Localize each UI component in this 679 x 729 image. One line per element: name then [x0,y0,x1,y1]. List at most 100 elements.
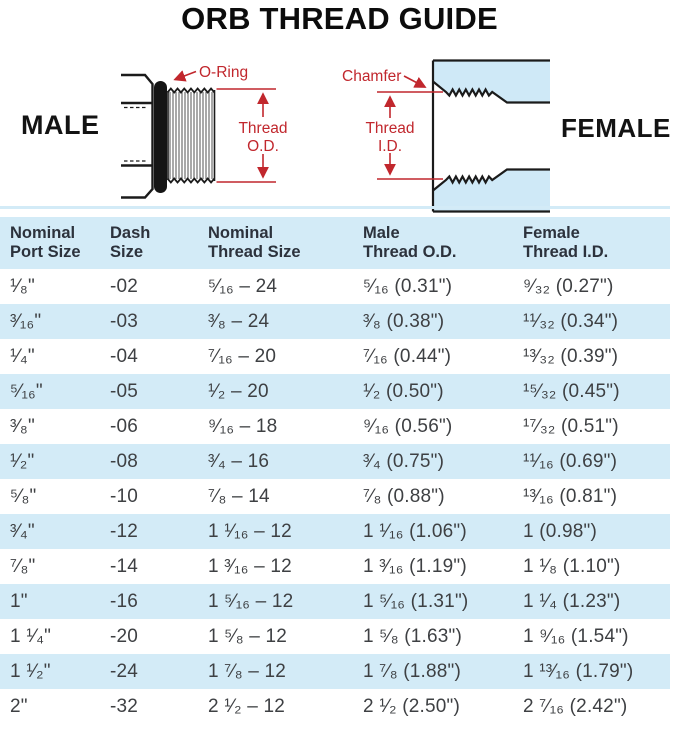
cell-thread-size: ⁷⁄₁₆ – 20 [208,345,277,367]
o-ring-arrow [173,70,197,82]
thread-id-label-line2: I.D. [378,138,402,155]
o-ring-shape [154,81,167,193]
cell-female-thread-id: ¹¹⁄₃₂ (0.34") [523,310,619,332]
cell-thread-size: 2 ¹⁄₂ – 12 [208,695,285,717]
cell-thread-size: ³⁄₄ – 16 [208,450,270,472]
cell-female-thread-id: ¹³⁄₃₂ (0.39") [523,345,619,367]
header-dash-size: Dash Size [110,223,151,261]
cell-port-size: ¹⁄₂" [10,450,35,472]
cell-dash-size: -20 [110,625,139,647]
male-thread-section [166,87,216,184]
cell-male-thread-od: 1 ³⁄₁₆ (1.19") [363,555,467,577]
cell-thread-size: ¹⁄₂ – 20 [208,380,269,402]
cell-male-thread-od: 2 ¹⁄₂ (2.50") [363,695,460,717]
male-hex-body [121,73,154,199]
cell-dash-size: -03 [110,310,139,332]
table-row: ¹⁄₂" -08 ³⁄₄ – 16 ³⁄₄ (0.75") ¹¹⁄₁₆ (0.6… [0,444,670,479]
female-fitting-drawing: Chamfer Thread I.D. [342,59,550,213]
thread-od-label-line2: O.D. [247,138,279,155]
cell-thread-size: 1 ⁷⁄₈ – 12 [208,660,287,682]
header-male-thread-od: Male Thread O.D. [363,223,457,261]
female-body-outline [431,59,550,213]
cell-dash-size: -32 [110,695,139,717]
cell-dash-size: -12 [110,520,139,542]
table-top-rule [0,206,670,209]
cell-port-size: 1 ¹⁄₄" [10,625,52,647]
cell-port-size: ⁷⁄₈" [10,555,36,577]
cell-female-thread-id: ¹⁷⁄₃₂ (0.51") [523,415,619,437]
page-title: ORB THREAD GUIDE [181,1,498,36]
cell-port-size: 1 ¹⁄₂" [10,660,51,682]
cell-male-thread-od: ⁷⁄₈ (0.88") [363,485,445,507]
cell-female-thread-id: 2 ⁷⁄₁₆ (2.42") [523,695,628,717]
cell-dash-size: -10 [110,485,139,507]
table-row: ³⁄₁₆" -03 ³⁄₈ – 24 ³⁄₈ (0.38") ¹¹⁄₃₂ (0.… [0,304,670,339]
table-row: ⁵⁄₁₆" -05 ¹⁄₂ – 20 ¹⁄₂ (0.50") ¹⁵⁄₃₂ (0.… [0,374,670,409]
cell-female-thread-id: 1 ⁹⁄₁₆ (1.54") [523,625,629,647]
cell-male-thread-od: 1 ⁵⁄₈ (1.63") [363,625,463,647]
cell-male-thread-od: ⁹⁄₁₆ (0.56") [363,415,453,437]
header-nominal-port-size: Nominal Port Size [10,223,81,261]
cell-port-size: ⁵⁄₈" [10,485,37,507]
cell-thread-size: 1 ¹⁄₁₆ – 12 [208,520,292,542]
cell-male-thread-od: ⁵⁄₁₆ (0.31") [363,275,453,297]
thread-id-dimension: Thread I.D. [365,91,443,180]
cell-thread-size: ⁵⁄₁₆ – 24 [208,275,278,297]
table-row: ⁵⁄₈" -10 ⁷⁄₈ – 14 ⁷⁄₈ (0.88") ¹³⁄₁₆ (0.8… [0,479,670,514]
cell-thread-size: ⁹⁄₁₆ – 18 [208,415,278,437]
cell-female-thread-id: ⁹⁄₃₂ (0.27") [523,275,614,297]
cell-male-thread-od: ³⁄₄ (0.75") [363,450,445,472]
cell-male-thread-od: ³⁄₈ (0.38") [363,310,445,332]
male-fitting-drawing: O-Ring Thread O.D. [121,64,288,199]
cell-port-size: ³⁄₁₆" [10,310,42,332]
cell-male-thread-od: 1 ⁵⁄₁₆ (1.31") [363,590,469,612]
table-row: 1 ¹⁄₂" -24 1 ⁷⁄₈ – 12 1 ⁷⁄₈ (1.88") 1 ¹³… [0,654,670,689]
cell-port-size: ³⁄₈" [10,415,35,437]
cell-dash-size: -24 [110,660,139,682]
cell-male-thread-od: 1 ⁷⁄₈ (1.88") [363,660,462,682]
cell-thread-size: 1 ³⁄₁₆ – 12 [208,555,292,577]
table-row: 2" -32 2 ¹⁄₂ – 12 2 ¹⁄₂ (2.50") 2 ⁷⁄₁₆ (… [0,689,670,724]
cell-male-thread-od: 1 ¹⁄₁₆ (1.06") [363,520,467,542]
male-section-label: MALE [21,110,100,140]
cell-thread-size: ⁷⁄₈ – 14 [208,485,270,507]
table-body: ¹⁄₈" -02 ⁵⁄₁₆ – 24 ⁵⁄₁₆ (0.31") ⁹⁄₃₂ (0.… [0,269,670,724]
cell-port-size: 1" [10,590,28,612]
cell-port-size: ⁵⁄₁₆" [10,380,43,402]
cell-dash-size: -16 [110,590,139,612]
table-row: ¹⁄₈" -02 ⁵⁄₁₆ – 24 ⁵⁄₁₆ (0.31") ⁹⁄₃₂ (0.… [0,269,670,304]
table-row: 1" -16 1 ⁵⁄₁₆ – 12 1 ⁵⁄₁₆ (1.31") 1 ¹⁄₄ … [0,584,670,619]
table-row: 1 ¹⁄₄" -20 1 ⁵⁄₈ – 12 1 ⁵⁄₈ (1.63") 1 ⁹⁄… [0,619,670,654]
thread-id-label-line1: Thread [365,120,414,137]
cell-male-thread-od: ¹⁄₂ (0.50") [363,380,444,402]
cell-female-thread-id: ¹⁵⁄₃₂ (0.45") [523,380,620,402]
thread-od-label-line1: Thread [238,120,287,137]
cell-dash-size: -02 [110,275,139,297]
header-nominal-thread-size: Nominal Thread Size [208,223,301,261]
cell-female-thread-id: 1 ¹⁄₄ (1.23") [523,590,621,612]
female-upper-body [433,60,550,103]
cell-port-size: ¹⁄₄" [10,345,35,367]
cell-dash-size: -14 [110,555,139,577]
cell-thread-size: 1 ⁵⁄₈ – 12 [208,625,288,647]
table-row: ³⁄₈" -06 ⁹⁄₁₆ – 18 ⁹⁄₁₆ (0.56") ¹⁷⁄₃₂ (0… [0,409,670,444]
header-female-thread-id: Female Thread I.D. [523,223,609,261]
o-ring-label: O-Ring [199,64,248,81]
orb-thread-table: Nominal Port Size Dash Size Nominal Thre… [0,217,670,724]
cell-dash-size: -08 [110,450,139,472]
cell-dash-size: -05 [110,380,139,402]
cell-port-size: ³⁄₄" [10,520,35,542]
cell-thread-size: ³⁄₈ – 24 [208,310,270,332]
table-row: ⁷⁄₈" -14 1 ³⁄₁₆ – 12 1 ³⁄₁₆ (1.19") 1 ¹⁄… [0,549,670,584]
female-section-label: FEMALE [561,113,671,143]
cell-dash-size: -06 [110,415,139,437]
table-header-row: Nominal Port Size Dash Size Nominal Thre… [0,217,670,269]
cell-dash-size: -04 [110,345,139,367]
cell-female-thread-id: ¹¹⁄₁₆ (0.69") [523,450,618,472]
table-row: ³⁄₄" -12 1 ¹⁄₁₆ – 12 1 ¹⁄₁₆ (1.06") 1 (0… [0,514,670,549]
cell-female-thread-id: ¹³⁄₁₆ (0.81") [523,485,618,507]
table-row: ¹⁄₄" -04 ⁷⁄₁₆ – 20 ⁷⁄₁₆ (0.44") ¹³⁄₃₂ (0… [0,339,670,374]
thread-od-dimension: Thread O.D. [216,88,288,183]
chamfer-arrow [403,75,427,88]
cell-female-thread-id: 1 ¹⁄₈ (1.10") [523,555,621,577]
